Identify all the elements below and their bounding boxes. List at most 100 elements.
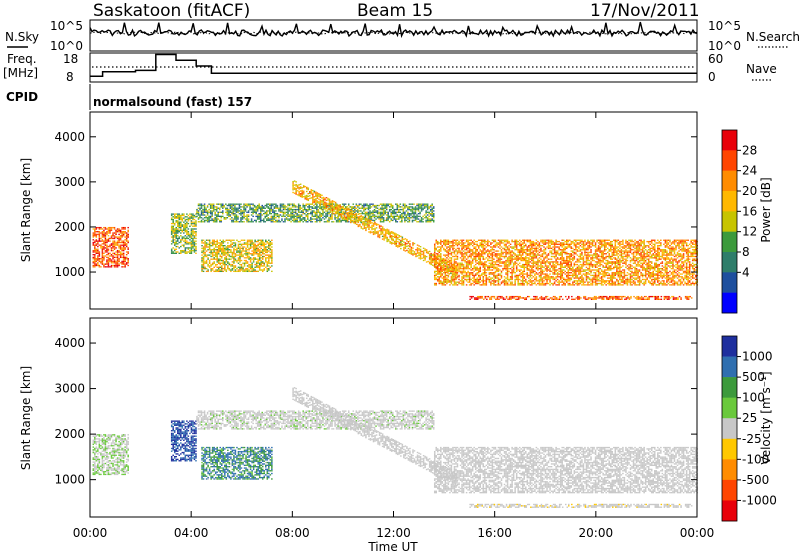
power-cell <box>204 261 206 263</box>
power-cell <box>192 243 194 245</box>
power-cell <box>181 218 184 221</box>
power-cell <box>363 222 366 224</box>
power-cell <box>420 204 423 207</box>
power-cell <box>208 239 211 241</box>
power-cell <box>252 247 255 250</box>
power-cell <box>228 269 231 271</box>
power-cell <box>368 224 370 226</box>
power-cell <box>175 237 178 240</box>
power-cell <box>479 253 482 255</box>
power-cell <box>517 240 519 243</box>
power-cell <box>302 210 304 212</box>
power-cell <box>184 228 187 230</box>
power-cell <box>268 242 270 244</box>
power-cell <box>494 284 497 286</box>
power-cell <box>473 246 475 248</box>
power-cell <box>450 258 453 260</box>
power-cell <box>476 250 478 252</box>
power-cell <box>296 214 298 216</box>
power-cell <box>212 207 215 209</box>
power-cell <box>318 201 320 203</box>
power-cell <box>254 251 256 254</box>
power-cell <box>211 267 214 270</box>
power-cell <box>487 250 489 252</box>
power-cell <box>224 254 226 256</box>
power-cell <box>410 217 412 219</box>
power-cell <box>398 236 401 238</box>
power-cell <box>245 261 247 263</box>
power-cell <box>127 226 129 229</box>
power-cell <box>301 187 303 189</box>
power-cell <box>316 192 319 194</box>
power-cell <box>452 267 454 270</box>
power-cell <box>190 237 193 240</box>
power-cell <box>107 240 110 242</box>
power-cell <box>500 253 503 255</box>
power-cell <box>468 272 471 274</box>
power-cell <box>512 272 515 274</box>
power-cell <box>269 203 271 205</box>
power-cell <box>307 212 309 215</box>
power-cell <box>326 219 329 222</box>
power-cell <box>125 244 128 246</box>
power-cell <box>452 251 454 254</box>
power-cell <box>211 240 214 243</box>
power-cell <box>453 282 456 285</box>
power-cell <box>432 219 435 222</box>
power-cell <box>379 212 382 215</box>
power-cell <box>259 221 262 223</box>
power-cell <box>412 243 414 245</box>
power-cell <box>505 251 507 254</box>
power-cell <box>255 212 257 215</box>
power-cell <box>273 215 276 218</box>
power-cell <box>395 244 398 246</box>
power-cell <box>180 218 182 221</box>
power-cell <box>232 221 235 223</box>
power-cell <box>92 243 95 245</box>
power-cell <box>465 265 468 267</box>
power-cell <box>119 239 122 241</box>
power-cell <box>438 272 441 274</box>
power-cell <box>225 258 228 260</box>
power-cell <box>281 210 283 212</box>
power-cell <box>217 244 220 247</box>
power-cell <box>346 221 348 223</box>
power-cell <box>447 270 450 273</box>
power-cell <box>95 235 98 237</box>
power-cell <box>438 242 441 244</box>
freq-left-label-1: Freq. <box>7 52 37 66</box>
power-cell <box>271 259 273 262</box>
power-cell <box>211 242 214 244</box>
power-cell <box>445 271 448 273</box>
power-cell <box>104 251 107 253</box>
power-cell <box>465 258 468 260</box>
power-cell <box>444 254 447 256</box>
power-cell <box>351 207 353 209</box>
power-cell <box>366 214 368 216</box>
power-cell <box>317 206 320 208</box>
power-cell <box>97 241 99 244</box>
power-cell <box>242 246 244 248</box>
power-cell <box>101 251 104 253</box>
power-cell <box>521 284 524 286</box>
power-cell <box>407 217 409 219</box>
power-cell <box>252 204 254 207</box>
power-cell <box>509 251 512 254</box>
power-cell <box>272 203 274 205</box>
power-cell <box>307 208 309 211</box>
power-cell <box>271 246 273 248</box>
power-cell <box>302 191 305 194</box>
power-cell <box>448 265 451 267</box>
power-cell <box>461 249 463 251</box>
power-cell <box>485 276 488 278</box>
power-cell <box>322 207 325 209</box>
power-cell <box>115 264 117 267</box>
power-cell <box>193 248 196 250</box>
power-cell <box>320 215 323 218</box>
power-cell <box>101 233 104 236</box>
power-cell <box>337 211 339 213</box>
power-cell <box>449 267 451 270</box>
power-cell <box>118 241 120 244</box>
power-cell <box>208 261 211 263</box>
power-cell <box>362 217 364 219</box>
